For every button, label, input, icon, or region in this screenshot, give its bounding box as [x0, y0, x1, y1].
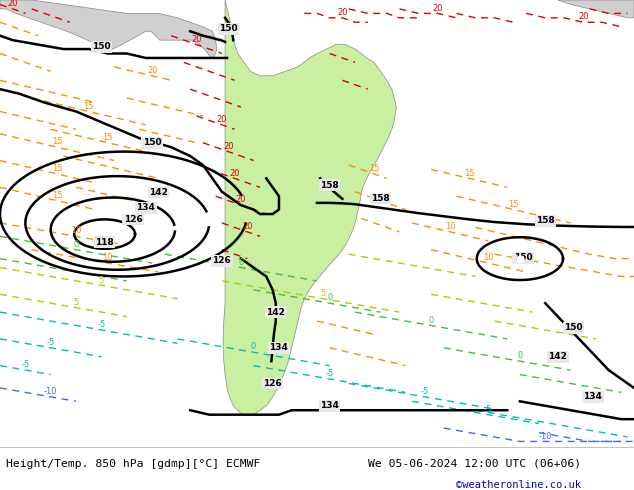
- Text: 10: 10: [445, 222, 455, 231]
- Text: 5: 5: [321, 289, 326, 298]
- Text: 150: 150: [514, 253, 533, 262]
- Text: -5: -5: [484, 405, 493, 414]
- Text: Height/Temp. 850 hPa [gdmp][°C] ECMWF: Height/Temp. 850 hPa [gdmp][°C] ECMWF: [6, 459, 261, 468]
- Text: 15: 15: [52, 164, 62, 173]
- Text: 5: 5: [74, 298, 79, 307]
- Text: 0: 0: [429, 316, 434, 325]
- Text: ©weatheronline.co.uk: ©weatheronline.co.uk: [456, 480, 581, 490]
- Text: 20: 20: [230, 169, 240, 177]
- Text: 10: 10: [103, 253, 113, 262]
- Text: -5: -5: [46, 338, 55, 347]
- Text: 15: 15: [508, 200, 519, 209]
- Text: 134: 134: [269, 343, 288, 352]
- Text: 20: 20: [217, 115, 227, 124]
- Text: 134: 134: [320, 401, 339, 410]
- Polygon shape: [223, 0, 396, 415]
- Text: 0: 0: [251, 343, 256, 351]
- Text: 150: 150: [143, 138, 162, 147]
- Text: -5: -5: [21, 360, 30, 369]
- Text: 20: 20: [147, 66, 157, 75]
- Text: 126: 126: [212, 256, 231, 266]
- Text: 134: 134: [583, 392, 602, 401]
- Text: 0: 0: [74, 240, 79, 249]
- Text: 20: 20: [578, 12, 588, 22]
- Text: 15: 15: [52, 137, 62, 147]
- Text: We 05-06-2024 12:00 UTC (06+06): We 05-06-2024 12:00 UTC (06+06): [368, 459, 581, 468]
- Text: 118: 118: [95, 238, 114, 246]
- Text: 0: 0: [327, 294, 332, 302]
- Text: 5: 5: [99, 275, 104, 285]
- Text: 150: 150: [219, 24, 238, 33]
- Text: 20: 20: [432, 3, 443, 13]
- Text: 20: 20: [337, 8, 347, 17]
- Text: 15: 15: [464, 169, 474, 177]
- Text: 126: 126: [263, 379, 282, 388]
- Text: -5: -5: [420, 387, 429, 396]
- Text: 10: 10: [483, 253, 493, 262]
- Text: 150: 150: [564, 323, 583, 332]
- Text: 20: 20: [223, 142, 233, 151]
- Text: 20: 20: [8, 0, 18, 8]
- Text: 150: 150: [92, 42, 111, 51]
- Text: 158: 158: [536, 216, 555, 225]
- Text: -10: -10: [44, 387, 58, 396]
- Text: 142: 142: [548, 352, 567, 361]
- Text: 142: 142: [266, 308, 285, 317]
- Text: 20: 20: [242, 222, 252, 231]
- Text: -10: -10: [538, 432, 552, 441]
- Text: -5: -5: [97, 320, 106, 329]
- Polygon shape: [0, 0, 217, 58]
- Text: 15: 15: [369, 164, 379, 173]
- Text: 158: 158: [320, 180, 339, 190]
- Text: 20: 20: [236, 195, 246, 204]
- Text: 142: 142: [149, 188, 168, 197]
- Text: 20: 20: [191, 35, 202, 44]
- Text: 126: 126: [124, 215, 143, 224]
- Text: 15: 15: [52, 191, 62, 200]
- Polygon shape: [558, 0, 634, 18]
- Text: 134: 134: [136, 203, 155, 212]
- Text: 0: 0: [238, 258, 243, 267]
- Text: 10: 10: [71, 226, 81, 236]
- Text: 0: 0: [517, 351, 522, 360]
- Text: -5: -5: [325, 369, 334, 378]
- Text: 15: 15: [84, 101, 94, 111]
- Text: 158: 158: [371, 194, 390, 203]
- Text: 15: 15: [103, 133, 113, 142]
